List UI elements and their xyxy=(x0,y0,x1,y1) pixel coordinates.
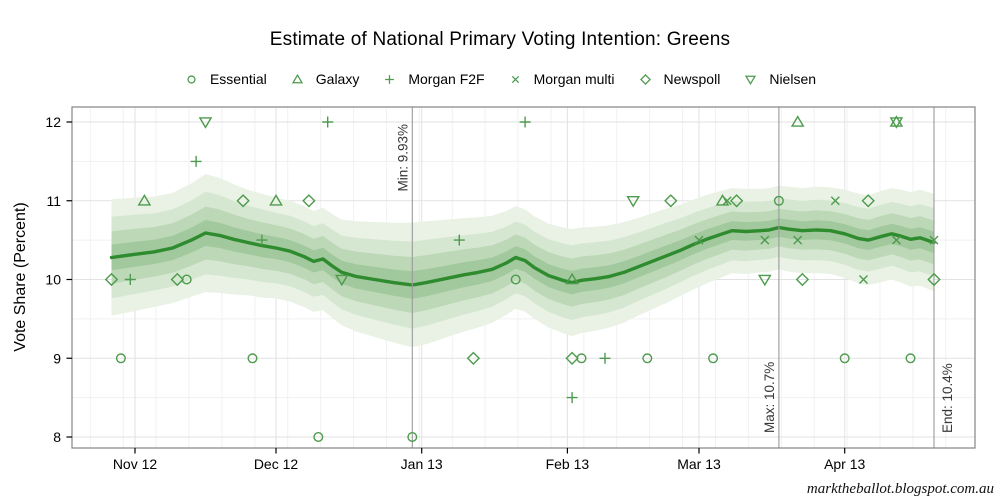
data-point-nielsen xyxy=(626,196,641,208)
legend-label: Morgan multi xyxy=(533,71,615,87)
data-point-newspoll xyxy=(664,194,678,208)
y-axis-tick-label: 8 xyxy=(53,429,61,445)
legend-item-morgan-multi: Morgan multi xyxy=(508,71,615,87)
data-point-newspoll xyxy=(795,272,810,287)
legend-item-newspoll: Newspoll xyxy=(638,71,721,87)
legend-item-galaxy: Galaxy xyxy=(290,71,360,87)
data-point-essential xyxy=(407,432,418,443)
data-point-essential xyxy=(115,353,126,364)
data-point-essential xyxy=(313,432,324,443)
data-point-nielsen xyxy=(198,117,213,129)
diamond-glyph xyxy=(639,73,651,85)
data-point-essential xyxy=(510,274,521,285)
data-point-galaxy xyxy=(565,272,579,285)
data-point-newspoll xyxy=(302,194,316,208)
x-axis-tick-label: Jan 13 xyxy=(401,456,443,472)
legend-label: Newspoll xyxy=(663,71,721,87)
triangle-down-icon xyxy=(745,75,757,85)
data-point-morgan-multi xyxy=(830,196,840,206)
y-axis-tick-label: 10 xyxy=(45,272,61,288)
chart-title: Estimate of National Primary Voting Inte… xyxy=(269,29,731,50)
data-point-newspoll xyxy=(927,272,941,287)
annotation-label: Max: 10.7% xyxy=(762,362,777,433)
data-point-galaxy xyxy=(137,194,152,206)
data-point-galaxy xyxy=(790,115,805,127)
plus-icon xyxy=(385,74,395,84)
x-icon xyxy=(511,75,519,83)
legend-label: Morgan F2F xyxy=(408,71,485,87)
legend-label: Galaxy xyxy=(315,71,360,87)
data-point-morgan-f2f xyxy=(599,352,611,364)
data-point-essential xyxy=(905,353,916,364)
data-point-morgan-f2f xyxy=(453,234,465,246)
annotation-label: Min: 9.93% xyxy=(395,124,410,192)
data-point-galaxy xyxy=(715,194,730,206)
annotation-label: End: 10.4% xyxy=(940,363,955,433)
legend: Essential Galaxy Morgan F2F Morgan multi New… xyxy=(0,71,1000,87)
data-point-morgan-multi xyxy=(929,235,939,245)
data-point-galaxy xyxy=(269,194,283,206)
data-point-newspoll xyxy=(236,194,250,208)
diamond-icon xyxy=(639,73,651,85)
panel-border xyxy=(71,106,976,449)
data-point-essential xyxy=(773,195,784,206)
circle-icon xyxy=(187,74,196,84)
y-axis-tick-label: 9 xyxy=(53,350,61,366)
data-point-newspoll xyxy=(861,194,875,208)
data-point-newspoll xyxy=(729,194,744,208)
data-point-morgan-f2f xyxy=(322,116,334,128)
data-point-newspoll xyxy=(565,351,579,365)
data-point-essential xyxy=(839,353,850,364)
x-axis-tick-label: Apr 13 xyxy=(824,456,865,472)
legend-item-morgan-f2f: Morgan F2F xyxy=(382,71,485,87)
data-point-morgan-multi xyxy=(694,235,704,245)
y-axis-tick-label: 11 xyxy=(46,193,61,209)
data-point-nielsen xyxy=(334,274,349,287)
x-axis-tick-label: Mar 13 xyxy=(677,456,721,472)
legend-item-essential: Essential xyxy=(184,71,267,87)
data-point-morgan-f2f xyxy=(256,234,268,246)
data-point-essential xyxy=(642,353,653,364)
triangle-up-icon xyxy=(291,73,303,83)
data-point-newspoll xyxy=(104,272,119,287)
triangle-down-glyph xyxy=(745,75,757,85)
data-point-morgan-multi xyxy=(793,235,803,245)
circle-glyph xyxy=(187,74,196,84)
data-point-morgan-f2f xyxy=(124,274,136,285)
data-point-nielsen xyxy=(889,117,904,129)
y-axis-tick-label: 12 xyxy=(45,114,61,130)
x-glyph xyxy=(511,75,519,83)
x-axis-tick-label: Feb 13 xyxy=(546,456,590,472)
x-axis-tick-label: Nov 12 xyxy=(113,456,158,472)
data-point-newspoll xyxy=(170,272,184,287)
legend-item-nielsen: Nielsen xyxy=(743,71,816,87)
data-point-morgan-f2f xyxy=(566,392,578,404)
watermark-text: marktheballot.blogspot.com.au xyxy=(806,481,994,497)
legend-label: Nielsen xyxy=(769,71,817,87)
data-point-morgan-f2f xyxy=(519,116,531,128)
trend-line xyxy=(109,225,936,287)
x-axis-tick-label: Dec 12 xyxy=(254,456,299,472)
legend-label: Essential xyxy=(209,71,267,87)
data-point-morgan-f2f xyxy=(190,155,202,167)
data-point-essential xyxy=(247,353,258,364)
triangle-up-glyph xyxy=(291,73,303,83)
data-point-newspoll xyxy=(466,351,481,365)
plus-glyph xyxy=(385,74,395,84)
data-point-morgan-multi xyxy=(859,275,868,284)
data-point-morgan-multi xyxy=(722,196,732,206)
data-point-morgan-multi xyxy=(891,235,901,245)
data-point-morgan-multi xyxy=(760,235,770,245)
data-point-nielsen xyxy=(757,274,772,287)
data-point-essential xyxy=(708,353,719,364)
